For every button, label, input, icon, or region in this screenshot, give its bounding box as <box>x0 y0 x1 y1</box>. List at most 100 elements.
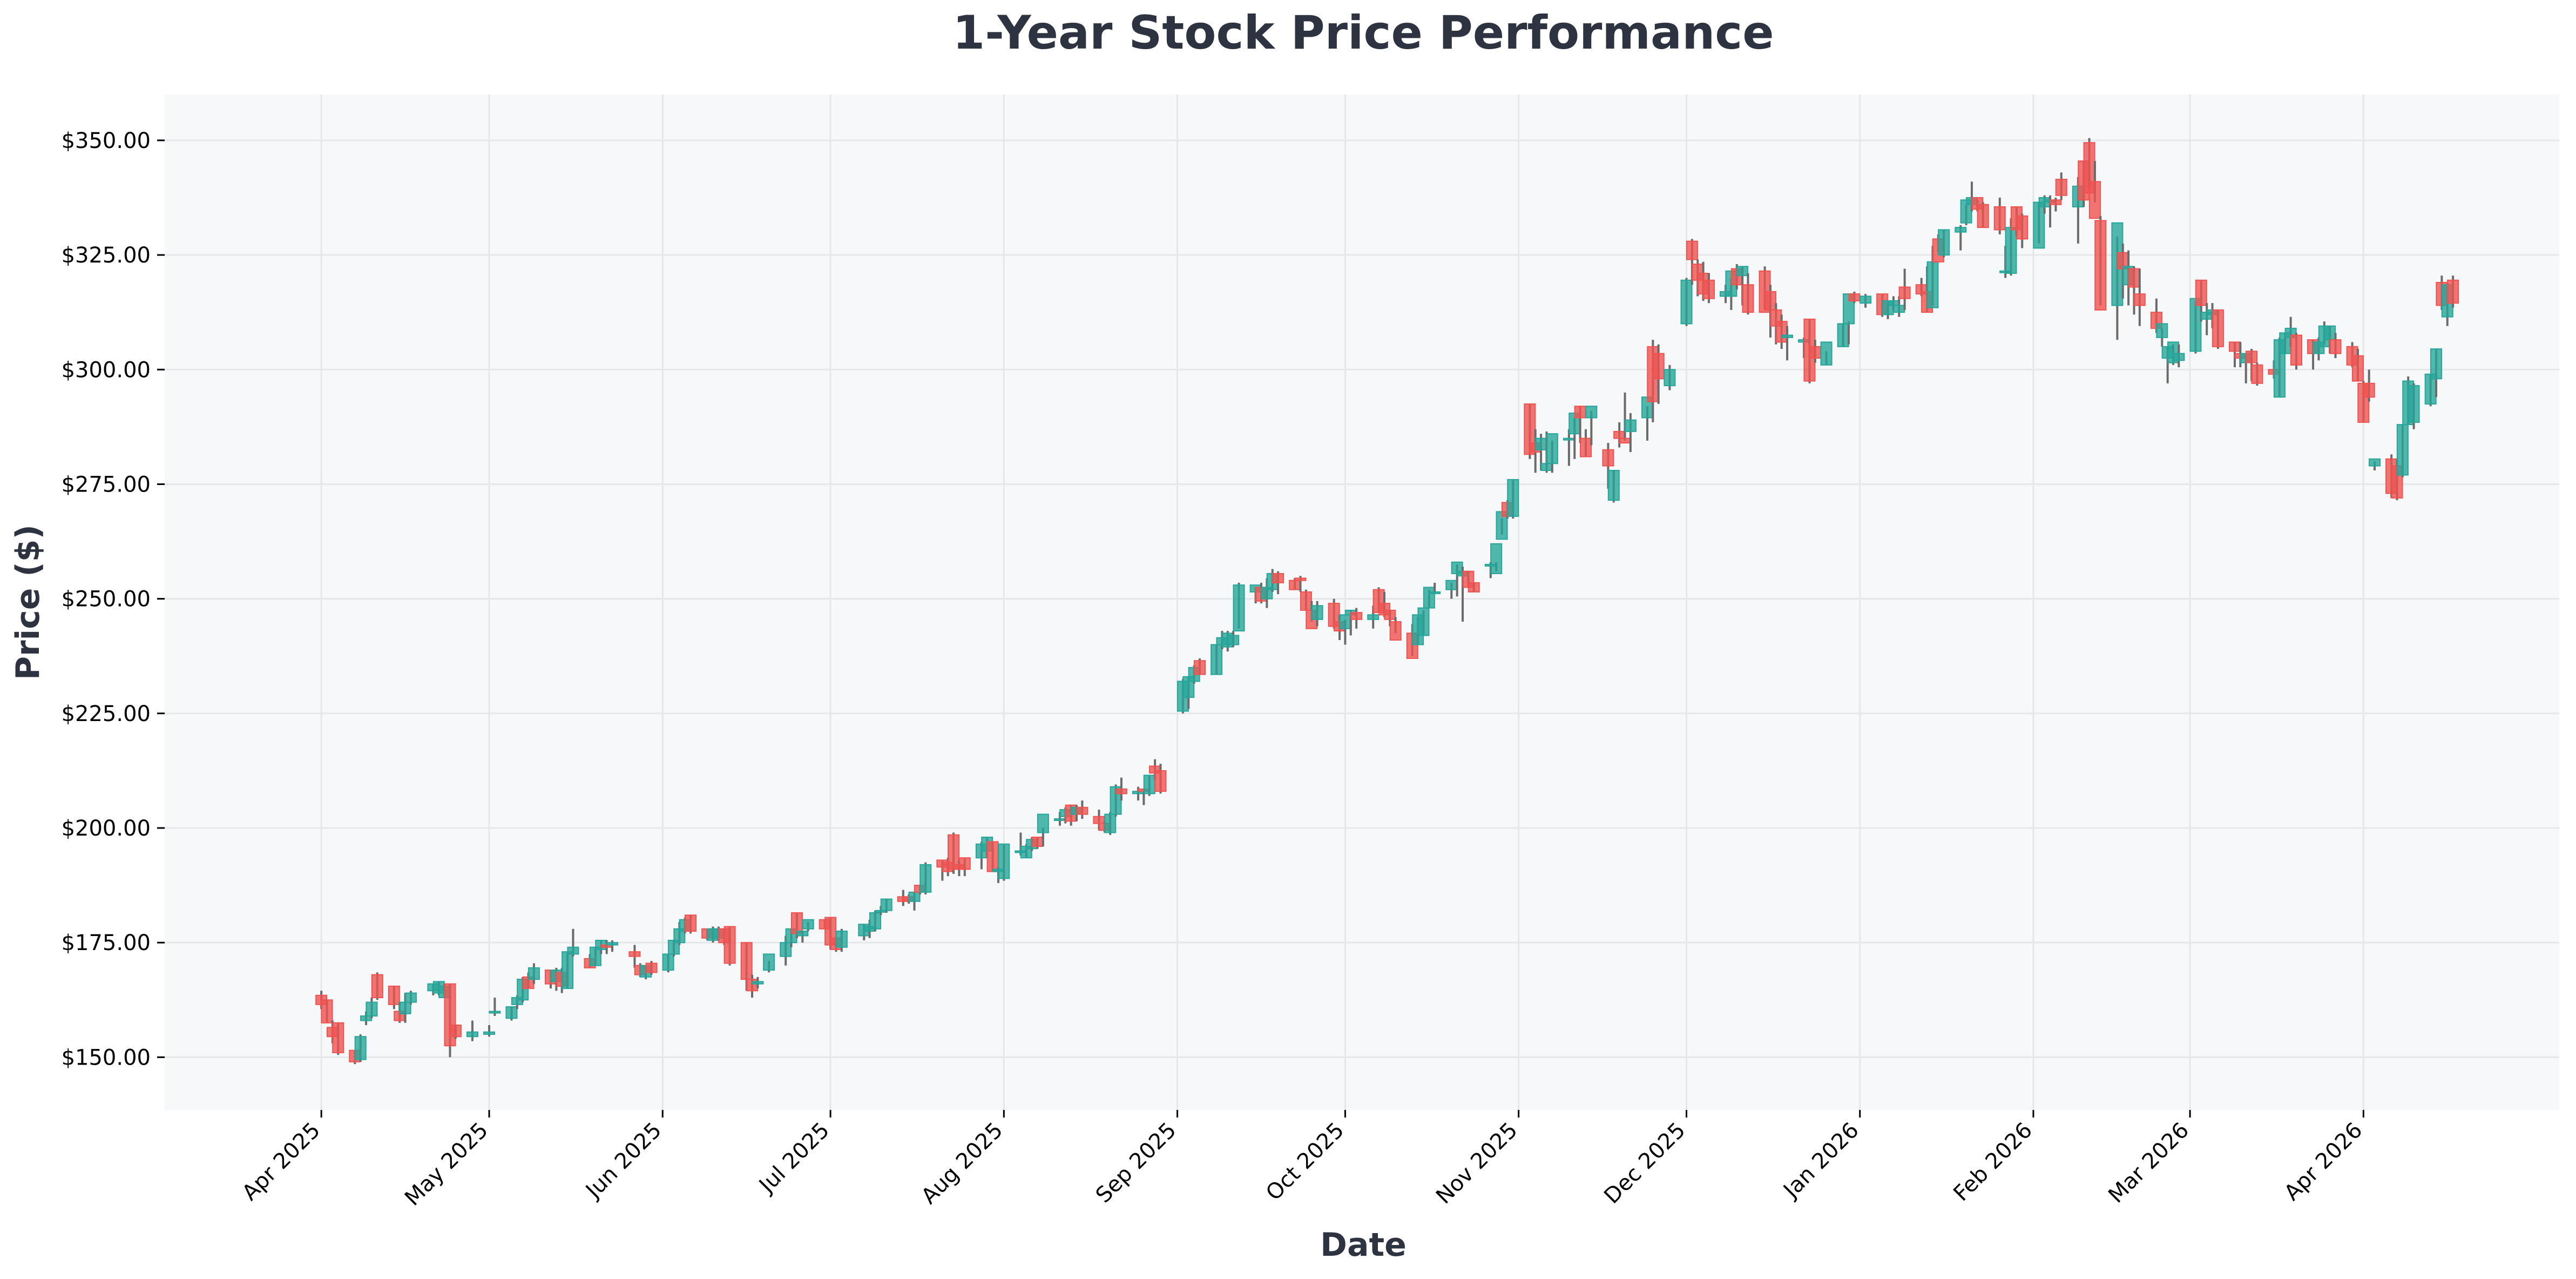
candle-up <box>2396 424 2409 477</box>
candle-body <box>1300 591 1312 611</box>
candle-down <box>1389 617 1402 641</box>
candle-body <box>1076 806 1088 815</box>
candle-body <box>483 1031 496 1035</box>
candle-up <box>1507 479 1519 519</box>
candle-body <box>1602 449 1614 467</box>
candle-up <box>1417 607 1430 636</box>
candle-body <box>2228 341 2241 352</box>
candle-body <box>2195 279 2207 306</box>
candle-up <box>1227 631 1240 647</box>
candle-body <box>1764 291 1776 311</box>
candle-up <box>606 940 618 952</box>
candle-up <box>2408 383 2420 429</box>
candle-body <box>2351 355 2364 382</box>
candle-body <box>2189 298 2202 352</box>
candle-body <box>2033 201 2045 249</box>
candle-up <box>796 930 809 943</box>
candle-up <box>1546 433 1558 473</box>
candle-up <box>1781 326 1794 361</box>
y-tick-label: $175.00 <box>62 931 151 955</box>
candle-body <box>1781 334 1794 338</box>
candle-down <box>2133 268 2146 326</box>
candle-down <box>1154 764 1167 794</box>
candle-down <box>1350 608 1363 629</box>
candle-up <box>505 1006 518 1021</box>
candle-up <box>998 843 1010 881</box>
candle-body <box>1809 346 1821 359</box>
candle-body <box>404 992 417 1003</box>
candle-down <box>645 961 658 975</box>
candle-body <box>1093 816 1105 824</box>
candle-down <box>2290 333 2302 370</box>
candle-body <box>685 914 697 932</box>
candle-body <box>1311 605 1323 620</box>
candle-body <box>2156 323 2168 338</box>
candle-up <box>2424 373 2437 407</box>
candle-body <box>1031 836 1044 847</box>
candle-body <box>2290 334 2302 366</box>
candle-body <box>1540 463 1553 471</box>
candle-up <box>2033 201 2045 249</box>
candle-up <box>1451 561 1463 597</box>
candle-up <box>1104 812 1117 835</box>
candle-up <box>1490 543 1503 574</box>
candle-body <box>919 864 932 893</box>
candle-body <box>2447 279 2459 304</box>
candle-body <box>986 841 999 872</box>
candle-body <box>1607 469 1620 501</box>
candle-body <box>724 926 736 964</box>
candle-up <box>2189 298 2202 354</box>
candle-body <box>2363 382 2375 398</box>
candle-body <box>1680 279 1693 325</box>
candle-down <box>1977 202 1989 228</box>
candle-body <box>1384 609 1396 620</box>
candle-body <box>948 834 960 870</box>
candle-body <box>2408 385 2420 423</box>
candle-body <box>1445 580 1458 590</box>
candle-body <box>1294 577 1307 581</box>
candle-body <box>1429 591 1441 594</box>
candle-body <box>466 1031 478 1038</box>
candle-down <box>1294 576 1307 592</box>
candle-body <box>332 1022 344 1053</box>
candle-body <box>2016 215 2029 240</box>
candle-down <box>2363 369 2375 402</box>
candles <box>315 138 2459 1065</box>
candle-body <box>1507 479 1519 517</box>
candle-body <box>1742 284 1754 313</box>
candle-up <box>1955 225 1967 251</box>
candle-body <box>567 946 579 955</box>
candle-body <box>2396 424 2409 476</box>
y-axis: $150.00 $175.00 $200.00 $225.00 $250.00 $275.… <box>62 129 165 1070</box>
candle-body <box>1211 644 1223 675</box>
candle-up <box>1143 775 1155 796</box>
candle-body <box>802 919 814 930</box>
candle-up <box>354 1034 367 1062</box>
candle-up <box>466 1020 478 1041</box>
candle-up <box>1680 278 1693 326</box>
candle-down <box>2351 349 2364 382</box>
candle-down <box>388 985 400 1009</box>
candle-body <box>1613 430 1626 439</box>
candle-body <box>2133 293 2146 306</box>
candle-down <box>2055 172 2067 200</box>
candle-body <box>1579 437 1592 457</box>
candle-down <box>1524 403 1536 459</box>
candle-down <box>332 1022 344 1055</box>
candle-body <box>366 1001 378 1017</box>
candle-body <box>1860 295 1872 304</box>
candle-up <box>589 946 601 966</box>
candle-body <box>2430 348 2443 380</box>
candle-body <box>1619 437 1631 444</box>
candle-up <box>1423 587 1435 609</box>
candle-body <box>2369 458 2381 467</box>
candle-body <box>1546 433 1558 465</box>
candle-down <box>1898 268 1911 310</box>
y-tick-label: $225.00 <box>62 702 151 726</box>
candle-down <box>2329 333 2342 359</box>
candle-up <box>2369 458 2381 470</box>
candle-down <box>2088 161 2101 219</box>
candle-body <box>2324 325 2336 341</box>
candle-body <box>740 942 753 980</box>
candle-body <box>1898 286 1911 299</box>
